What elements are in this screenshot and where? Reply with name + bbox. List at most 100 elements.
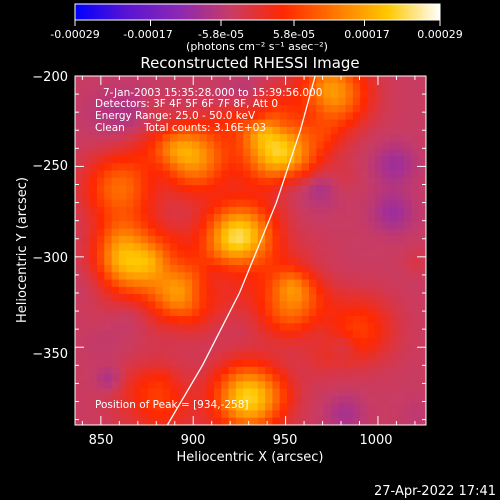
heatmap-cell [374,155,383,164]
heatmap-cell [111,177,120,186]
heatmap-cell [133,381,142,390]
heatmap-cell [316,206,325,215]
heatmap-cell [206,221,215,230]
heatmap-cell [155,286,164,295]
heatmap-cell [294,359,303,368]
heatmap-cell [118,403,127,412]
heatmap-cell [330,417,339,425]
heatmap-cell [170,315,178,324]
heatmap-cell [338,177,347,186]
heatmap-cell [184,112,193,121]
heatmap-cell [235,214,244,223]
heatmap-cell [367,337,376,346]
heatmap-cell [323,352,332,361]
heatmap-cell [411,192,420,201]
heatmap-cell [140,257,149,266]
heatmap-cell [213,272,222,281]
heatmap-cell [367,97,376,106]
heatmap-cell [367,403,376,412]
heatmap-cell [82,243,91,252]
heatmap-cell [301,235,310,244]
heatmap-cell [374,381,383,390]
heatmap-cell [411,105,420,113]
heatmap-cell [118,294,127,302]
heatmap-cell [265,279,274,288]
heatmap-cell [148,192,157,201]
heatmap-cell [418,214,426,223]
heatmap-cell [111,337,120,346]
heatmap-cell [294,410,303,419]
heatmap-cell [418,243,426,252]
heatmap-cell [111,141,120,150]
heatmap-cell [360,345,369,353]
heatmap-cell [206,352,215,361]
heatmap-cell [192,265,200,273]
heatmap-cell [89,410,98,419]
heatmap-cell [177,83,186,92]
heatmap-cell [360,141,369,150]
heatmap-cell [104,286,113,295]
heatmap-cell [338,286,347,295]
heatmap-cell [140,345,149,353]
heatmap-cell [126,395,135,404]
heatmap-cell [352,410,361,419]
heatmap-cell [418,352,426,361]
heatmap-cell [330,315,339,324]
heatmap-cell [265,294,274,302]
heatmap-cell [192,308,200,317]
heatmap-cell [228,250,237,259]
heatmap-cell [294,279,303,288]
heatmap-cell [104,76,113,84]
heatmap-cell [382,126,391,135]
heatmap-cell [404,105,412,113]
heatmap-cell [148,141,157,150]
heatmap-cell [104,279,113,288]
heatmap-cell [199,148,208,157]
heatmap-cell [265,163,274,172]
heatmap-cell [235,221,244,230]
heatmap-cell [360,83,369,92]
heatmap-cell [279,359,288,368]
heatmap-cell [404,214,412,223]
heatmap-cell [235,395,244,404]
heatmap-cell [118,170,127,179]
heatmap-cell [192,366,200,375]
heatmap-cell [287,97,295,106]
heatmap-cell [257,141,266,150]
heatmap-cell [272,97,281,106]
heatmap-cell [411,272,420,281]
heatmap-cell [184,214,193,223]
heatmap-cell [177,243,186,252]
heatmap-cell [360,126,369,135]
heatmap-cell [75,315,83,324]
heatmap-cell [89,345,98,353]
heatmap-cell [418,395,426,404]
heatmap-cell [104,388,113,397]
heatmap-cell [382,112,391,121]
heatmap-cell [374,374,383,382]
heatmap-cell [316,315,325,324]
heatmap-cell [170,374,178,382]
heatmap-cell [250,410,259,419]
heatmap-cell [352,366,361,375]
heatmap-cell [221,265,230,273]
heatmap-cell [206,185,215,193]
heatmap-cell [89,221,98,230]
heatmap-cell [213,417,222,425]
heatmap-cell [279,192,288,201]
heatmap-cell [352,177,361,186]
heatmap-cell [330,105,339,113]
heatmap-cell [206,170,215,179]
heatmap-cell [148,308,157,317]
heatmap-cell [272,308,281,317]
heatmap-cell [96,90,105,99]
heatmap-cell [133,366,142,375]
heatmap-cell [213,381,222,390]
heatmap-cell [148,395,157,404]
heatmap-cell [396,83,405,92]
heatmap-cell [330,155,339,164]
heatmap-cell [367,141,376,150]
heatmap-cell [184,315,193,324]
heatmap-cell [140,97,149,106]
heatmap-cell [243,83,252,92]
